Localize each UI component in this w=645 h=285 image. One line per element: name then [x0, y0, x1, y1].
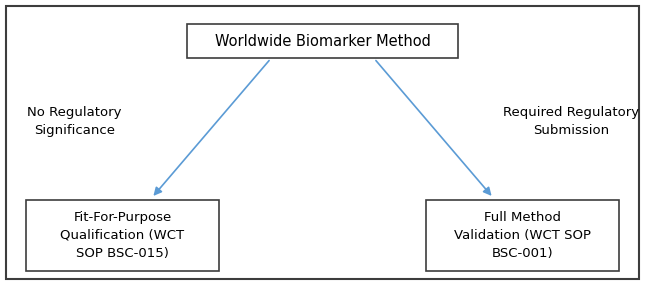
Bar [26, 200, 219, 271]
Text: No Regulatory
Significance: No Regulatory Significance [27, 106, 121, 137]
Text: Worldwide Biomarker Method: Worldwide Biomarker Method [215, 34, 430, 49]
Text: Fit-For-Purpose
Qualification (WCT
SOP BSC-015): Fit-For-Purpose Qualification (WCT SOP B… [61, 211, 184, 260]
Text: Full Method
Validation (WCT SOP
BSC-001): Full Method Validation (WCT SOP BSC-001) [454, 211, 591, 260]
Bar [426, 200, 619, 271]
Text: Required Regulatory
Submission: Required Regulatory Submission [502, 106, 639, 137]
Bar [187, 24, 458, 58]
